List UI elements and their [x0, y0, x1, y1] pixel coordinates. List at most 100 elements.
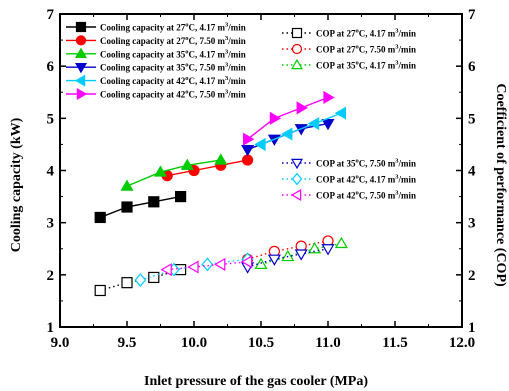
marker-triangle-down [291, 158, 303, 170]
marker-triangle-down [75, 62, 87, 74]
marker-triangle-right [323, 90, 335, 105]
y-tick-label-left: 2 [47, 268, 55, 284]
legend-label-part: Cooling capacity at 42 [100, 90, 186, 100]
legend-label-part: C, 7.50 m [189, 90, 226, 100]
legend-label-part: o [185, 75, 188, 82]
legend-label-part: Cooling capacity at 35 [100, 49, 186, 59]
legend-label-part: C, 7.50 m [359, 45, 396, 55]
y-tick-label-right: 2 [468, 268, 476, 284]
legend-label-part: o [356, 158, 359, 165]
legend-label-part: /min [227, 23, 246, 33]
legend-label-part: 3 [225, 22, 229, 29]
series-line [167, 159, 248, 177]
legend-item: COP at 27oC, 4.17 m3/min [282, 28, 416, 39]
marker-triangle-right [269, 111, 282, 125]
marker-square [121, 277, 133, 289]
marker-triangle-left [187, 260, 199, 274]
marker-triangle-up [180, 158, 194, 170]
legend-label-part: C, 4.17 m [359, 29, 396, 39]
y-tick-label-right: 6 [468, 59, 476, 75]
marker-diamond [291, 172, 303, 186]
marker-square [75, 21, 87, 33]
y-tick-label-right: 7 [468, 7, 476, 23]
y-axis-label-right: Coefficient of performance (COP) [493, 83, 508, 287]
legend-item: COP at 42oC, 4.17 m3/min [282, 172, 416, 186]
y-tick-label-right: 5 [468, 111, 476, 127]
y-ticks-left: 1 2 3 4 5 6 7 [47, 7, 66, 336]
marker-triangle-down [241, 145, 255, 157]
marker-square [148, 196, 160, 208]
series-line [247, 248, 329, 268]
marker-diamond [134, 273, 147, 287]
legend-item: COP at 42oC, 7.50 m3/min [282, 189, 417, 201]
legend-label-part: 3 [395, 174, 399, 181]
series-5 [254, 106, 346, 151]
series-line [247, 96, 329, 140]
y-tick-label-left: 4 [47, 164, 55, 180]
legend-label-part: C, 7.50 m [359, 159, 396, 169]
marker-triangle-up [291, 58, 303, 70]
legend-label-part: /min [227, 49, 246, 59]
legend-label-part: o [356, 60, 359, 67]
legend-label-part: C, 7.50 m [359, 191, 396, 201]
legend-label-part: C, 7.50 m [189, 36, 226, 46]
legend-label-part: /min [398, 45, 417, 55]
legend-label-part: 3 [225, 89, 229, 96]
legend-label-part: Cooling capacity at 27 [100, 36, 186, 46]
marker-triangle-up [308, 242, 322, 254]
y-tick-label-right: 3 [468, 216, 476, 232]
legend-label-part: COP at 42 [316, 175, 356, 185]
legend-label: Cooling capacity at 27oC, 7.50 m3/min [100, 35, 246, 46]
x-tick-label: 9.0 [51, 335, 70, 351]
legend-item: COP at 27oC, 7.50 m3/min [282, 44, 416, 55]
marker-circle [242, 154, 254, 166]
marker-square [94, 211, 106, 224]
y-tick-label-left: 3 [47, 216, 55, 232]
legend-label-part: 3 [225, 62, 229, 69]
legend-label-part: COP at 35 [316, 159, 356, 169]
y-tick-label-right: 1 [468, 320, 476, 336]
marker-triangle-left [307, 117, 320, 131]
x-tick-label: 12.0 [449, 335, 475, 351]
legend-label: COP at 27oC, 7.50 m3/min [316, 44, 416, 55]
x-tick-label: 11.5 [382, 335, 407, 351]
x-tick-label: 10.0 [181, 335, 207, 351]
marker-triangle-left [290, 189, 302, 201]
y-tick-label-left: 7 [47, 7, 55, 23]
marker-triangle-left [281, 127, 293, 141]
legend-label: COP at 42oC, 4.17 m3/min [316, 174, 416, 185]
legend-label-part: /min [227, 63, 246, 73]
marker-diamond [201, 257, 214, 272]
marker-triangle-up [281, 249, 295, 262]
legend-label-part: Cooling capacity at 27 [100, 23, 186, 33]
legend-label-part: /min [398, 191, 417, 201]
y-axis-label-left: Cooling capacity (kW) [9, 117, 24, 252]
y-tick-label-left: 5 [47, 111, 55, 127]
legend-label-part: o [185, 22, 188, 29]
x-axis-label: Inlet pressure of the gas cooler (MPa) [144, 374, 368, 389]
legend-label-part: COP at 35 [316, 61, 356, 71]
marker-triangle-right [243, 132, 255, 146]
legend-label-part: C, 4.17 m [189, 49, 226, 59]
series-line [99, 195, 181, 219]
legend-label-part: COP at 27 [316, 45, 356, 55]
legend-label-part: C, 4.17 m [189, 76, 226, 86]
legend-label-part: o [185, 48, 188, 55]
legend-label-part: /min [227, 90, 246, 100]
legend-label-part: C, 4.17 m [189, 23, 226, 33]
legend-label-part: 3 [395, 158, 399, 165]
legend-label-part: COP at 42 [316, 191, 356, 201]
legend-label-part: 3 [395, 60, 399, 67]
legend-top-left: Cooling capacity at 27oC, 4.17 m3/minCoo… [66, 22, 246, 100]
legend-label: Cooling capacity at 42oC, 4.17 m3/min [100, 75, 246, 86]
marker-triangle-left [74, 74, 86, 87]
legend-label-part: 3 [395, 28, 399, 35]
legend-label-part: /min [398, 29, 417, 39]
legend-label-part: /min [398, 61, 417, 71]
marker-triangle-down [294, 249, 308, 261]
marker-triangle-left [240, 255, 253, 269]
x-tick-label: 11.0 [315, 335, 340, 351]
legends: Cooling capacity at 27oC, 4.17 m3/minCoo… [66, 22, 416, 201]
